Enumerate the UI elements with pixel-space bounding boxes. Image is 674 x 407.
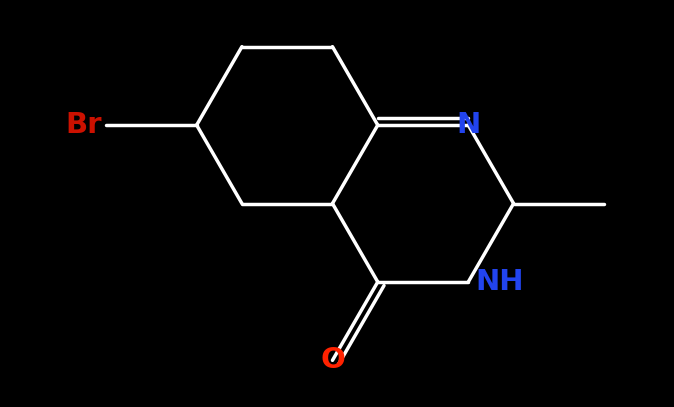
Text: NH: NH — [476, 268, 524, 296]
Text: O: O — [320, 346, 345, 374]
Text: Br: Br — [65, 111, 102, 139]
Text: N: N — [456, 111, 481, 139]
